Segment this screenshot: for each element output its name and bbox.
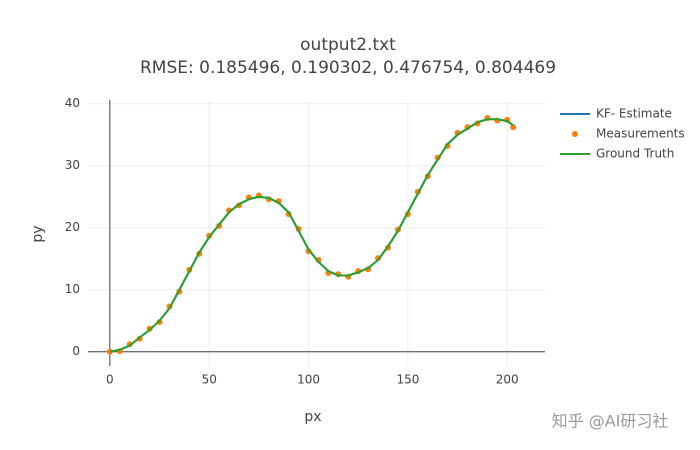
watermark: 知乎 @AI研习社: [552, 412, 669, 431]
legend-label: KF- Estimate: [596, 107, 672, 121]
y-axis-title: py: [30, 225, 46, 242]
legend-label: Ground Truth: [596, 147, 674, 161]
x-tick-label: 100: [297, 373, 320, 387]
y-tick-label: 0: [72, 344, 80, 358]
x-axis-title: px: [304, 409, 321, 425]
marker: [510, 124, 517, 131]
x-tick-label: 50: [202, 373, 217, 387]
x-tick-label: 200: [496, 373, 519, 387]
y-tick-label: 20: [65, 220, 80, 234]
legend-symbol: [572, 131, 578, 137]
line: [109, 118, 514, 353]
marker: [106, 348, 113, 355]
chart-subtitle: RMSE: 0.185496, 0.190302, 0.476754, 0.80…: [140, 58, 556, 78]
y-tick-label: 30: [65, 158, 80, 172]
x-tick-label: 150: [396, 373, 419, 387]
legend-label: Measurements: [596, 127, 685, 141]
y-tick-label: 10: [65, 282, 80, 296]
chart-title: output2.txt: [300, 35, 396, 55]
x-tick-label: 0: [106, 373, 114, 387]
y-tick-label: 40: [65, 96, 80, 110]
